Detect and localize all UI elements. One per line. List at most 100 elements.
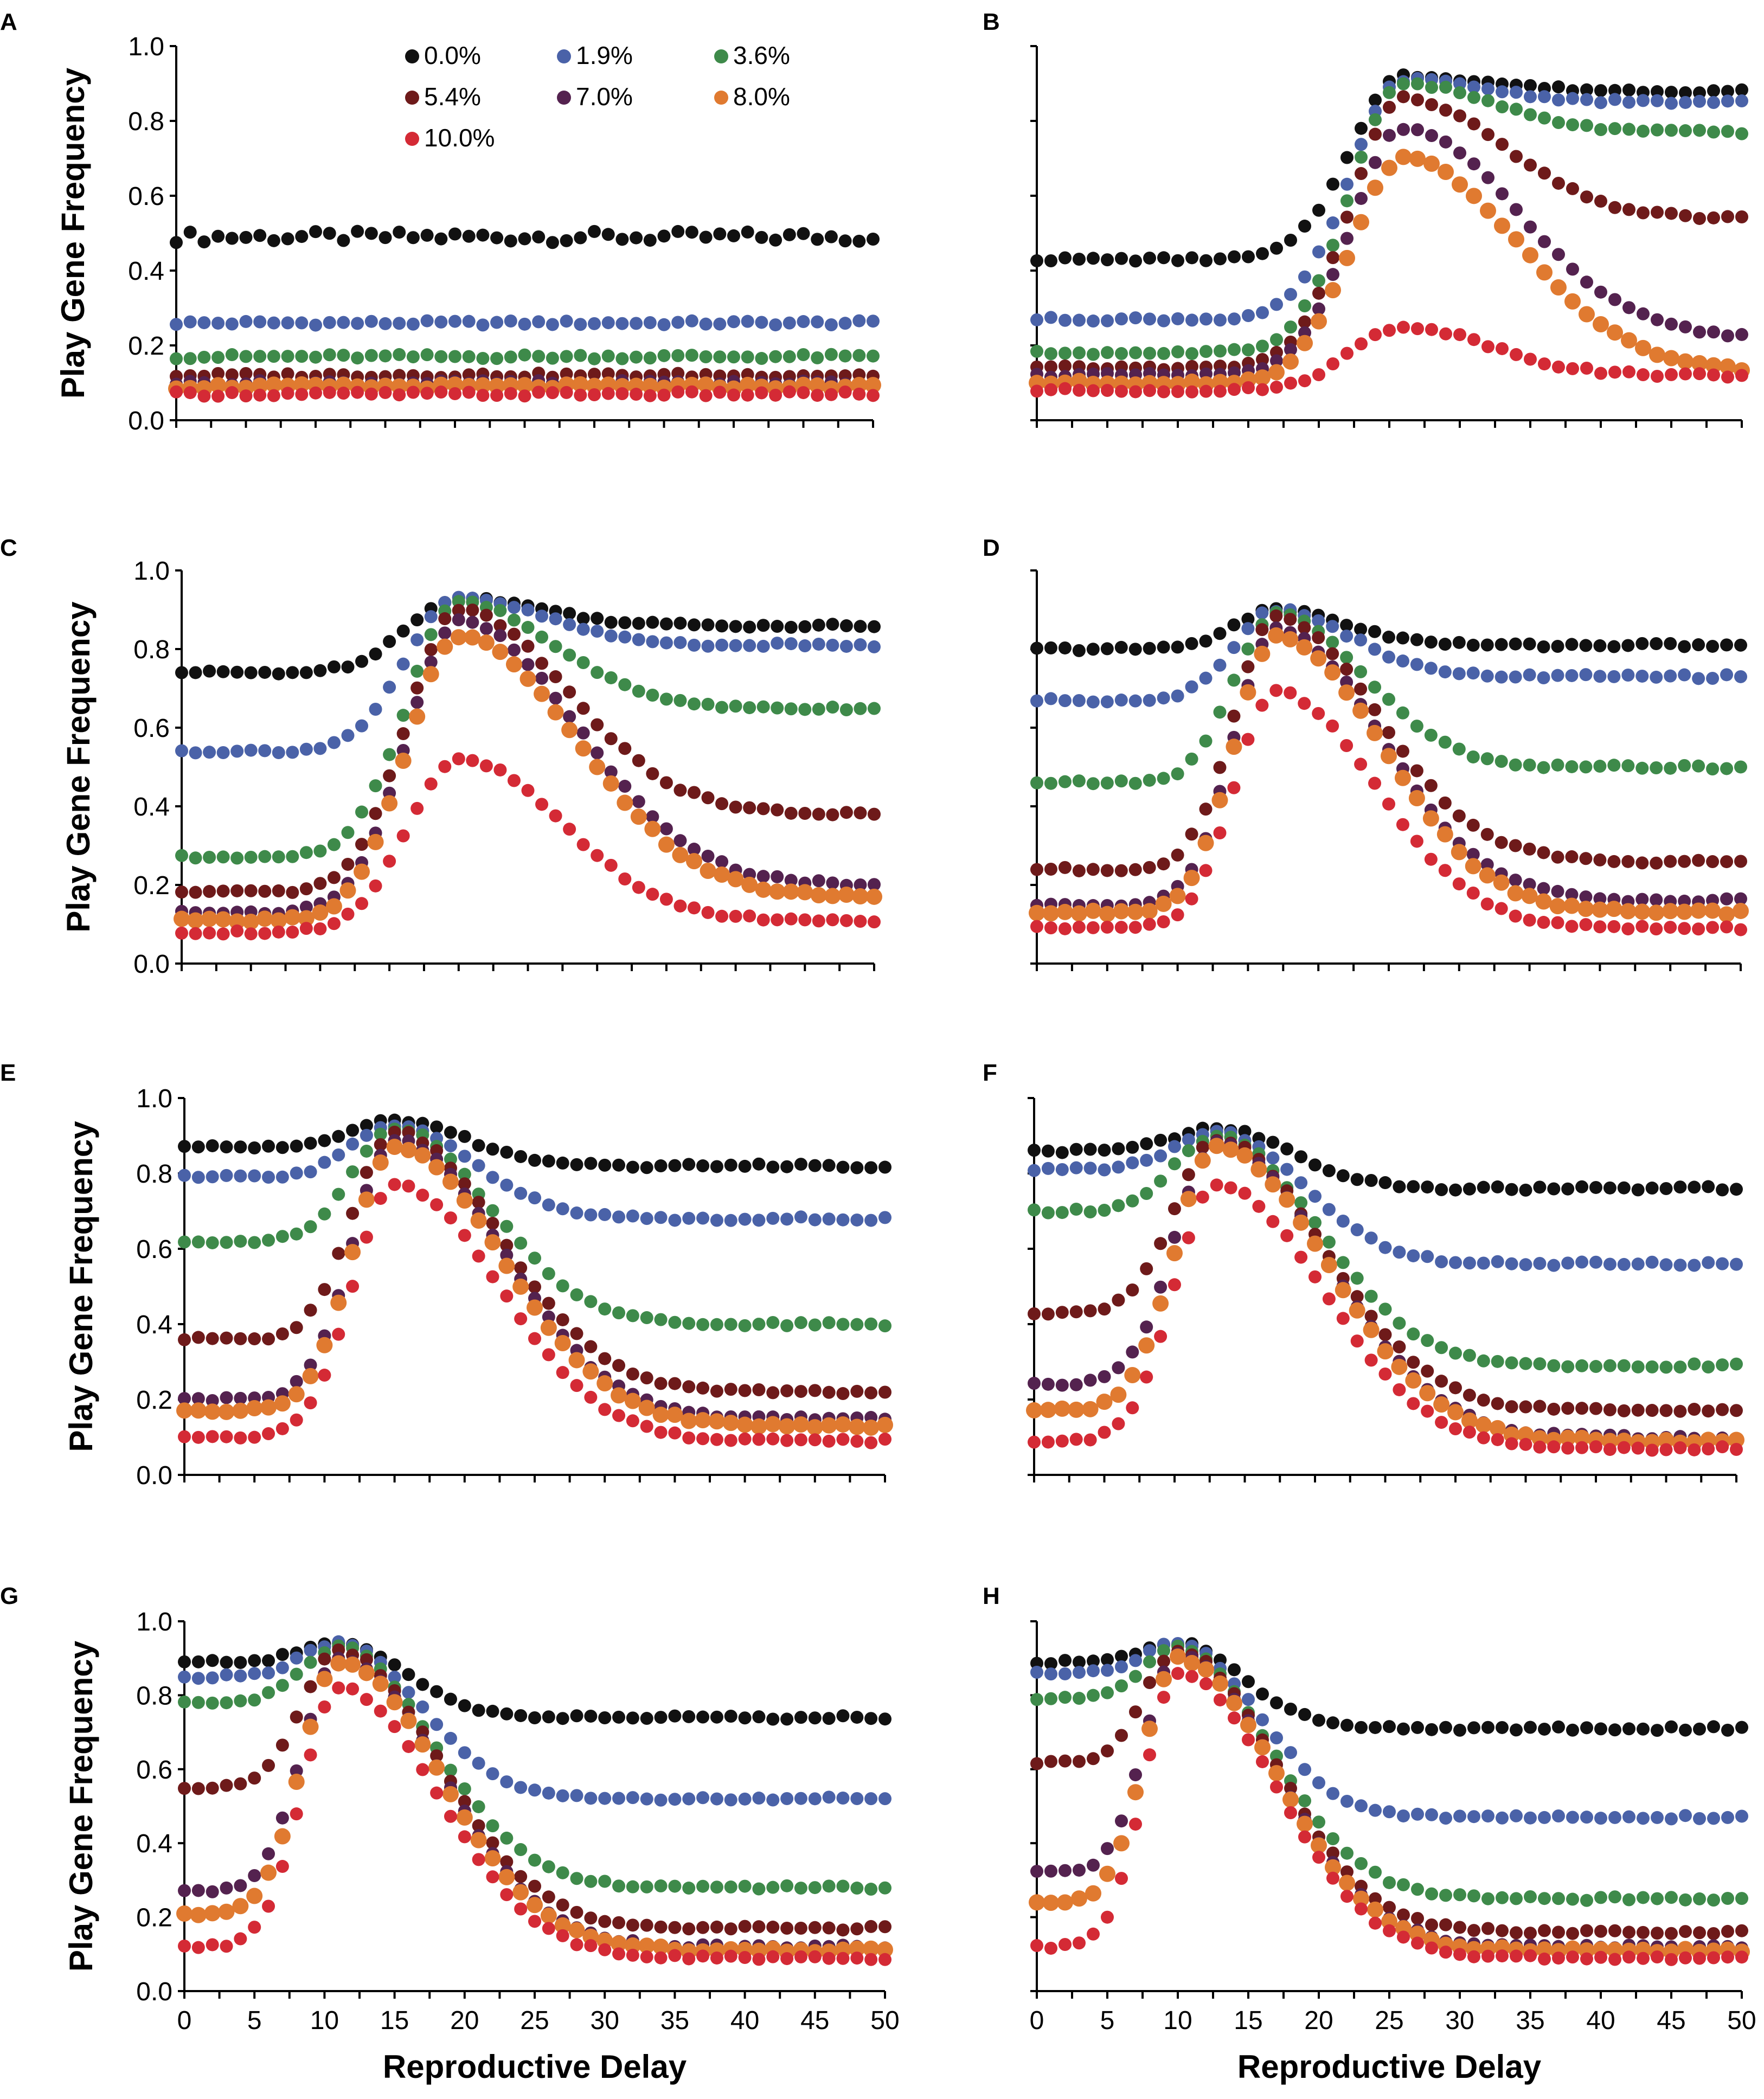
data-point [563,710,576,723]
data-point [1663,350,1679,367]
data-point [1538,90,1551,104]
data-point [1284,1703,1297,1716]
data-point [864,1214,878,1227]
data-point [507,643,521,657]
data-point [1537,671,1550,684]
data-point [850,1435,864,1448]
data-point [864,1386,878,1400]
data-point [878,1433,891,1446]
data-point [1649,346,1665,363]
data-point [1449,1183,1462,1197]
y-tick-label: 0.4 [136,1311,172,1339]
data-point [244,666,258,679]
data-point [798,639,812,653]
data-point [1171,767,1184,781]
data-point [1377,1343,1394,1360]
data-point [1453,77,1466,91]
data-point [500,1219,514,1233]
data-point [504,387,517,400]
data-point [486,1217,499,1230]
data-point [630,808,647,825]
legend-item: 0.0% [405,41,481,69]
data-point [563,618,576,631]
data-point [1509,839,1522,852]
data-point [1397,1930,1410,1944]
data-point [234,1235,247,1248]
data-point [191,1782,205,1795]
data-point [1367,724,1383,741]
data-point [500,1145,514,1159]
data-point [1293,1214,1310,1231]
data-point [685,853,702,870]
data-point [183,226,197,239]
data-point [1030,694,1043,708]
data-point [1407,1327,1420,1341]
data-point [211,367,225,380]
data-point [1381,748,1397,765]
data-point [1467,1810,1480,1824]
data-point [521,784,535,797]
data-point [388,1720,401,1734]
data-point [743,701,756,715]
data-point [769,318,782,332]
data-point [1070,905,1087,922]
data-point [1284,320,1297,334]
data-point [682,1952,696,1966]
data-point [1256,1713,1269,1726]
data-point [1211,792,1228,808]
data-point [1312,1815,1325,1829]
data-point [1058,922,1072,935]
data-point [1589,1180,1602,1194]
series-10-0pct [178,1178,891,1449]
data-point [699,317,713,331]
data-point [1496,138,1509,151]
data-point [797,386,810,400]
data-point [1552,1925,1565,1939]
y-tick-label: 0.8 [128,107,164,136]
data-point [1622,123,1635,136]
data-point [472,1196,485,1209]
data-point [864,1161,878,1174]
data-point [452,604,465,617]
data-point [507,601,521,614]
data-point [444,1152,457,1166]
data-point [1519,1437,1532,1451]
data-point [797,884,813,901]
data-point [1438,735,1452,749]
data-point [1552,360,1565,374]
data-point [1552,1892,1565,1905]
data-point [211,316,225,330]
data-point [1510,86,1523,99]
data-point [534,685,550,702]
data-point [1110,1387,1127,1403]
data-point [1256,352,1269,366]
data-point [1252,1199,1266,1213]
data-point [1101,1744,1114,1758]
data-point [549,809,562,823]
data-point [406,231,420,245]
data-point [206,1781,219,1795]
data-point [652,1938,669,1955]
data-point [612,1409,626,1422]
data-point [1236,1147,1253,1164]
data-point [1143,641,1156,655]
data-point [836,1160,850,1174]
data-point [1538,1924,1551,1937]
data-point [1707,1951,1720,1965]
data-point [1214,384,1227,398]
data-point [1467,157,1480,171]
data-point [330,1294,347,1311]
data-point [547,704,564,721]
data-point [1552,248,1565,261]
data-point [1519,1400,1532,1414]
data-point [1242,250,1255,264]
data-point [1622,1925,1635,1939]
data-point [1214,313,1227,327]
data-point [486,1171,499,1184]
data-point [1298,315,1311,329]
data-point [687,901,701,915]
data-point [612,1792,626,1805]
data-point [1044,311,1057,324]
data-point [1593,316,1609,332]
data-point [535,609,549,623]
